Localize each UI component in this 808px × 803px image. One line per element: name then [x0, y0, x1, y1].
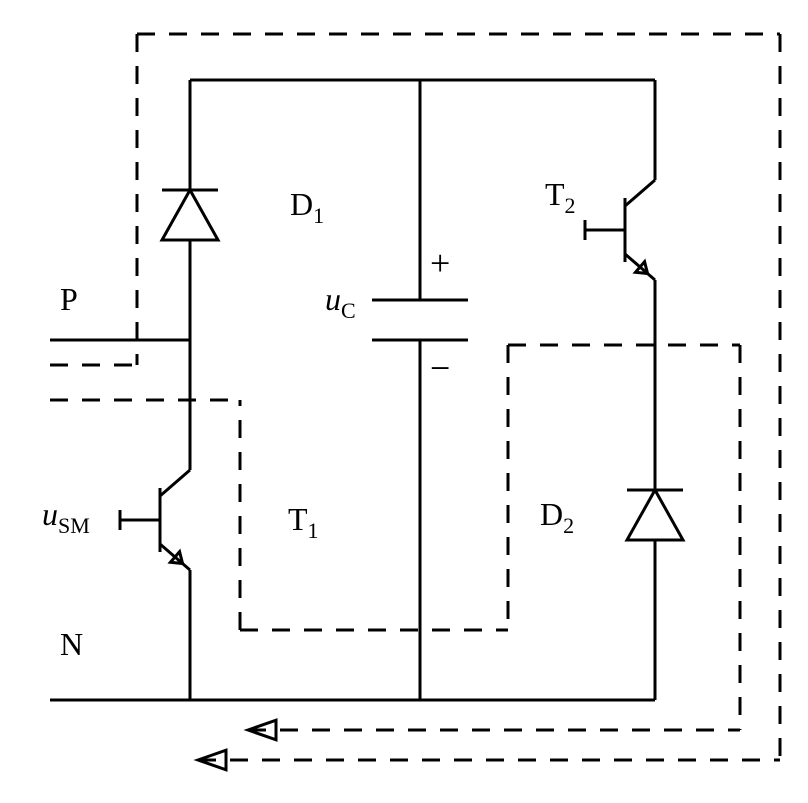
label-minus: −	[430, 348, 450, 388]
label-d1: D1	[290, 186, 324, 228]
diode-d2-triangle	[627, 490, 683, 540]
label-usm: uSM	[42, 496, 90, 538]
igbt-t1-c-diag	[160, 470, 190, 496]
label-p: P	[60, 281, 78, 317]
label-plus: +	[430, 243, 450, 283]
diode-d1-triangle	[162, 190, 218, 240]
label-d2: D2	[540, 496, 574, 538]
label-n: N	[60, 626, 83, 662]
label-t1: T1	[288, 501, 319, 543]
igbt-t2-c-diag	[625, 180, 655, 206]
label-t2: T2	[545, 176, 576, 218]
label-uc: uC	[325, 281, 356, 323]
